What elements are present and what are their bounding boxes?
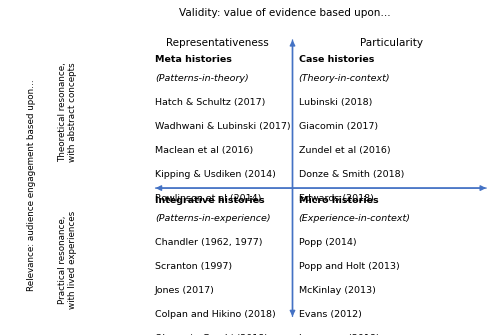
Text: Olavarria-Gambi (2018): Olavarria-Gambi (2018) — [155, 334, 268, 335]
Text: (Patterns-in-experience): (Patterns-in-experience) — [155, 214, 270, 223]
Text: Popp and Holt (2013): Popp and Holt (2013) — [298, 262, 400, 271]
Text: Validity: value of evidence based upon…: Validity: value of evidence based upon… — [179, 8, 391, 18]
Text: (Theory-in-context): (Theory-in-context) — [298, 73, 390, 82]
Text: (Experience-in-context): (Experience-in-context) — [298, 214, 410, 223]
Text: Case histories: Case histories — [298, 56, 374, 64]
Text: Jones (2017): Jones (2017) — [155, 286, 214, 295]
Text: Kipping & Usdiken (2014): Kipping & Usdiken (2014) — [155, 170, 276, 179]
Text: Popp (2014): Popp (2014) — [298, 238, 356, 247]
Text: Theoretical resonance,
with abstract concepts: Theoretical resonance, with abstract con… — [58, 62, 78, 162]
Text: Representativeness: Representativeness — [166, 38, 269, 48]
Text: Giacomin (2017): Giacomin (2017) — [298, 122, 378, 131]
Text: Evans (2012): Evans (2012) — [298, 310, 362, 319]
Text: Meta histories: Meta histories — [155, 56, 232, 64]
Text: Colpan and Hikino (2018): Colpan and Hikino (2018) — [155, 310, 276, 319]
Text: McKinlay (2013): McKinlay (2013) — [298, 286, 376, 295]
Text: Scranton (1997): Scranton (1997) — [155, 262, 232, 271]
Text: Jorgensen (2018): Jorgensen (2018) — [298, 334, 380, 335]
Text: Zundel et al (2016): Zundel et al (2016) — [298, 146, 390, 155]
Text: Donze & Smith (2018): Donze & Smith (2018) — [298, 170, 404, 179]
Text: (Patterns-in-theory): (Patterns-in-theory) — [155, 73, 248, 82]
Text: Wadhwani & Lubinski (2017): Wadhwani & Lubinski (2017) — [155, 122, 290, 131]
Text: Edwards (2018): Edwards (2018) — [298, 194, 374, 203]
Text: Hatch & Schultz (2017): Hatch & Schultz (2017) — [155, 97, 265, 107]
Text: Integrative histories: Integrative histories — [155, 196, 264, 205]
Text: Lubinski (2018): Lubinski (2018) — [298, 97, 372, 107]
Text: Practical resonance,
with lived experiences: Practical resonance, with lived experien… — [58, 211, 78, 309]
Text: Chandler (1962, 1977): Chandler (1962, 1977) — [155, 238, 262, 247]
Text: Rowlinson et al (2014): Rowlinson et al (2014) — [155, 194, 261, 203]
Text: Maclean et al (2016): Maclean et al (2016) — [155, 146, 253, 155]
Text: Micro histories: Micro histories — [298, 196, 378, 205]
Text: Relevance: audience engagement based upon…: Relevance: audience engagement based upo… — [27, 79, 36, 291]
Text: Particularity: Particularity — [360, 38, 423, 48]
